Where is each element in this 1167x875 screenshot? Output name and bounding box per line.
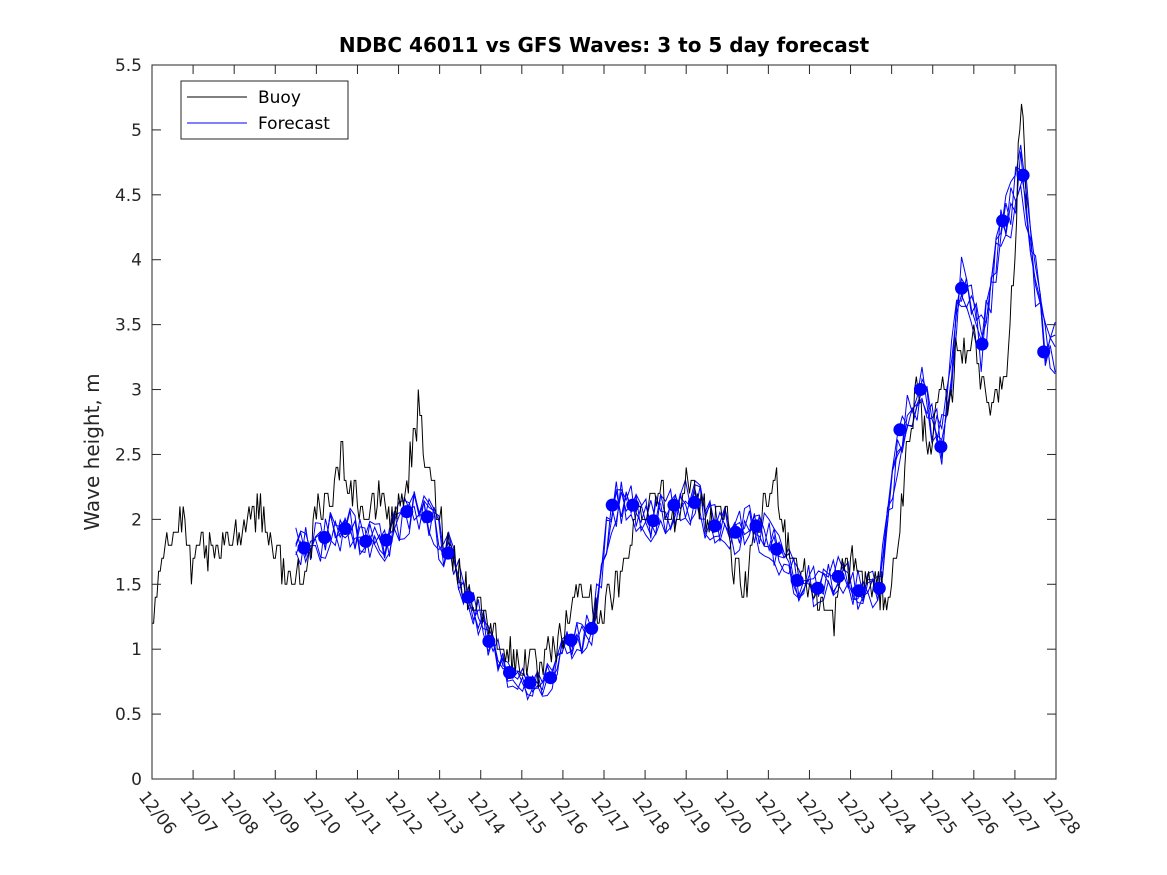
chart-title: NDBC 46011 vs GFS Waves: 3 to 5 day fore…	[339, 33, 870, 57]
series-layer	[152, 103, 1051, 690]
legend-buoy-label: Buoy	[258, 88, 301, 108]
forecast-point	[338, 522, 352, 535]
forecast-point	[770, 542, 784, 556]
forecast-point	[687, 496, 701, 509]
forecast-point	[749, 519, 763, 533]
forecast-point	[420, 510, 434, 524]
y-tick-label: 4.5	[115, 186, 142, 206]
forecast-point	[729, 525, 742, 539]
forecast-point	[646, 514, 660, 528]
y-tick-label: 0	[131, 770, 142, 790]
y-tick-label: 3	[131, 381, 142, 401]
forecast-point	[934, 440, 948, 454]
forecast-point	[667, 498, 681, 512]
y-tick-label: 1.5	[115, 575, 142, 595]
forecast-point	[482, 634, 496, 648]
forecast-point	[996, 214, 1010, 228]
forecast-point	[893, 423, 907, 437]
forecast-point	[708, 519, 722, 533]
forecast-point	[523, 676, 537, 690]
forecast-point	[605, 498, 619, 512]
y-tick-label: 5	[131, 121, 142, 141]
y-tick-label: 3.5	[115, 316, 142, 336]
forecast-point	[1037, 345, 1051, 359]
forecast-point	[441, 546, 455, 560]
forecast-point	[297, 541, 311, 555]
forecast-point	[852, 584, 866, 598]
forecast-point	[359, 534, 373, 548]
y-tick-label: 2	[131, 510, 142, 530]
legend-forecast-label: Forecast	[258, 114, 330, 134]
forecast-point	[503, 666, 516, 679]
buoy-series-line	[152, 103, 1027, 689]
y-tick-label: 0.5	[115, 705, 142, 725]
forecast-point	[626, 498, 640, 512]
forecast-point	[831, 570, 845, 583]
forecast-point	[872, 581, 886, 595]
y-tick-label: 4	[131, 251, 142, 271]
y-tick-label: 5.5	[115, 56, 142, 76]
legend-box	[180, 80, 349, 140]
forecast-point	[811, 581, 825, 595]
forecast-point	[544, 671, 558, 685]
forecast-point	[913, 383, 927, 396]
forecast-point	[1016, 168, 1030, 182]
forecast-point	[318, 531, 332, 544]
y-axis-label: Wave height, m	[80, 373, 104, 530]
forecast-point	[955, 281, 968, 295]
forecast-ensemble-line-3	[295, 144, 1056, 696]
y-tick-label: 2.5	[115, 445, 142, 465]
forecast-point	[564, 633, 578, 647]
y-tick-label: 1	[131, 640, 142, 660]
forecast-point	[790, 573, 804, 587]
legend: Buoy Forecast	[180, 80, 349, 140]
forecast-point	[585, 621, 599, 635]
forecast-point	[400, 505, 414, 519]
forecast-point	[975, 337, 989, 351]
forecast-point	[379, 533, 393, 547]
forecast-point	[461, 590, 475, 604]
